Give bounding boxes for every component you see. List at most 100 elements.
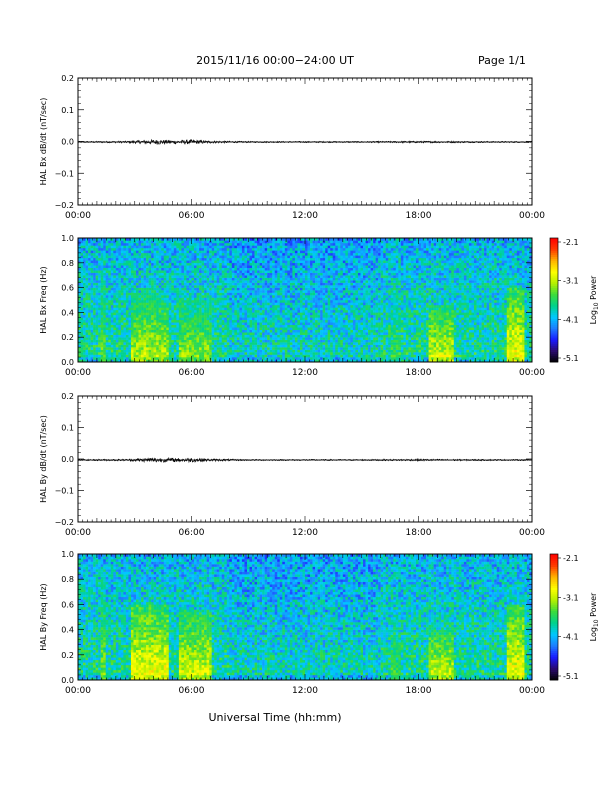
spectrogram-cell xyxy=(100,285,104,288)
spectrogram-cell xyxy=(269,307,273,311)
spectrogram-cell xyxy=(173,245,177,249)
spectrogram-cell xyxy=(130,359,134,363)
spectrogram-cell xyxy=(241,252,245,256)
spectrogram-cell xyxy=(153,309,157,313)
spectrogram-cell xyxy=(206,262,210,266)
spectrogram-cell xyxy=(214,297,217,301)
spectrogram-cell xyxy=(297,347,301,350)
spectrogram-cell xyxy=(120,359,124,363)
spectrogram-cell xyxy=(272,285,275,288)
spectrogram-cell xyxy=(277,337,281,340)
spectrogram-cell xyxy=(224,334,228,338)
spectrogram-cell xyxy=(156,285,159,288)
spectrogram-cell xyxy=(181,272,185,276)
spectrogram-cell xyxy=(310,280,313,283)
spectrogram-cell xyxy=(151,295,154,298)
spectrogram-cell xyxy=(214,285,217,288)
spectrogram-cell xyxy=(163,334,167,338)
spectrogram-cell xyxy=(221,344,225,348)
spectrogram-cell xyxy=(196,309,200,313)
spectrogram-cell xyxy=(224,332,228,335)
spectrogram-cell xyxy=(130,260,134,264)
spectrogram-cell xyxy=(133,329,137,333)
spectrogram-cell xyxy=(118,327,122,331)
spectrogram-cell xyxy=(113,327,117,331)
spectrogram-cell xyxy=(130,307,134,311)
spectrogram-cell xyxy=(166,272,170,276)
spectrogram-cell xyxy=(305,332,308,335)
spectrogram-cell xyxy=(123,290,127,293)
spectrogram-cell xyxy=(118,337,122,340)
spectrogram-cell xyxy=(168,347,172,350)
spectrogram-cell xyxy=(100,277,104,281)
spectrogram-cell xyxy=(229,242,233,246)
spectrogram-cell xyxy=(226,357,230,360)
spectrogram-cell xyxy=(128,285,132,288)
spectrogram-cell xyxy=(277,267,281,271)
spectrogram-cell xyxy=(163,349,167,353)
spectrogram-cell xyxy=(206,252,210,256)
spectrogram-cell xyxy=(166,295,170,298)
spectrogram-cell xyxy=(153,277,157,281)
spectrogram-cell xyxy=(211,277,215,281)
spectrogram-cell xyxy=(194,342,197,345)
spectrogram-cell xyxy=(136,317,139,321)
spectrogram-cell xyxy=(277,282,281,286)
spectrogram-cell xyxy=(103,252,106,256)
spectrogram-cell xyxy=(85,270,89,273)
spectrogram-cell xyxy=(264,359,268,363)
spectrogram-cell xyxy=(254,260,258,264)
spectrogram-cell xyxy=(151,312,154,316)
spectrogram-cell xyxy=(186,304,190,308)
spectrogram-cell xyxy=(310,334,313,338)
spectrogram-cell xyxy=(80,247,84,251)
spectrogram-cell xyxy=(100,302,104,306)
spectrogram-cell xyxy=(188,255,192,259)
spectrogram-cell xyxy=(143,277,147,281)
spectrogram-cell xyxy=(277,344,281,348)
spectrogram-cell xyxy=(166,327,170,331)
spectrogram-cell xyxy=(287,257,291,261)
spectrogram-cell xyxy=(254,265,258,269)
spectrogram-cell xyxy=(307,317,311,321)
spectrogram-cell xyxy=(178,277,182,281)
spectrogram-cell xyxy=(183,337,187,340)
spectrogram-cell xyxy=(191,322,195,326)
spectrogram-cell xyxy=(125,339,129,343)
spectrogram-cell xyxy=(294,265,298,269)
spectrogram-cell xyxy=(241,240,245,244)
spectrogram-cell xyxy=(110,307,114,311)
spectrogram-cell xyxy=(178,347,182,350)
spectrogram-cell xyxy=(173,272,177,276)
spectrogram-cell xyxy=(90,307,94,311)
spectrogram-cell xyxy=(269,252,273,256)
spectrogram-cell xyxy=(151,285,154,288)
spectrogram-cell xyxy=(90,347,94,350)
spectrogram-cell xyxy=(110,309,114,313)
spectrogram-cell xyxy=(115,255,119,259)
spectrogram-cell xyxy=(199,329,202,333)
spectrogram-cell xyxy=(231,329,235,333)
spectrogram-cell xyxy=(259,280,263,283)
spectrogram-cell xyxy=(201,295,205,298)
spectrogram-cell xyxy=(221,282,225,286)
spectrogram-cell xyxy=(307,314,311,318)
spectrogram-cell xyxy=(289,349,293,353)
spectrogram-cell xyxy=(146,290,149,293)
spectrogram-cell xyxy=(156,260,159,264)
spectrogram-cell xyxy=(183,282,187,286)
spectrogram-cell xyxy=(269,302,273,306)
spectrogram-cell xyxy=(219,297,223,301)
spectrogram-cell xyxy=(310,277,313,281)
spectrogram-cell xyxy=(163,339,167,343)
spectrogram-cell xyxy=(262,312,265,316)
spectrogram-cell xyxy=(133,285,137,288)
spectrogram-cell xyxy=(274,277,278,281)
spectrogram-cell xyxy=(176,327,180,331)
spectrogram-cell xyxy=(136,302,139,306)
spectrogram-cell xyxy=(282,275,286,278)
spectrogram-cell xyxy=(158,295,162,298)
spectrogram-cell xyxy=(244,354,248,358)
spectrogram-cell xyxy=(136,337,139,340)
spectrogram-cell xyxy=(310,302,313,306)
